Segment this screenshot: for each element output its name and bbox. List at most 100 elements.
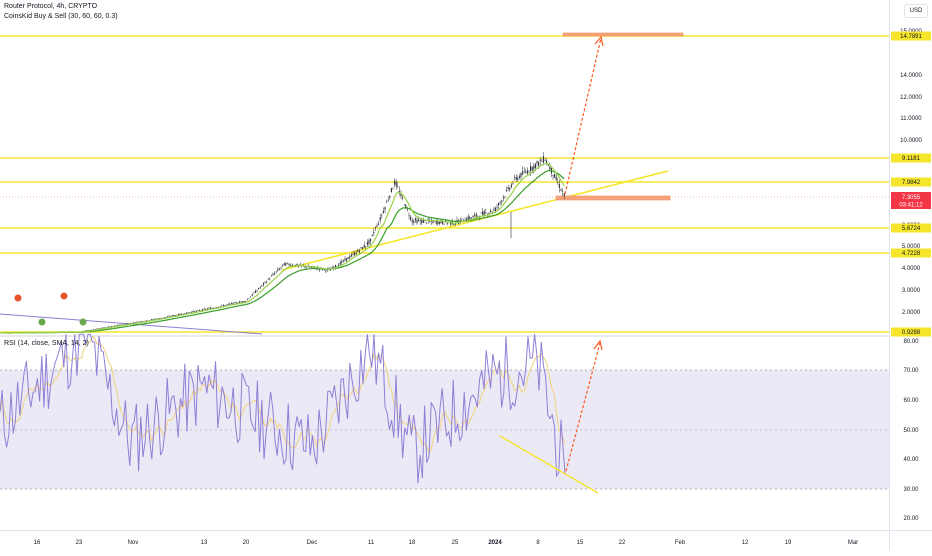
ema-fast-line: [1, 162, 565, 334]
candle-body: [542, 156, 544, 163]
candle-body: [363, 244, 365, 248]
candle-body: [229, 303, 231, 305]
time-tick-label: 11: [368, 540, 375, 546]
candle-body: [474, 214, 476, 216]
candle-body: [174, 315, 176, 316]
candle-body: [243, 301, 245, 303]
candle-body: [264, 281, 266, 283]
candle-body: [352, 253, 354, 255]
candle-body: [400, 193, 402, 197]
candle-body: [325, 270, 327, 272]
target-zone[interactable]: [562, 32, 684, 37]
candle-body: [490, 210, 492, 212]
time-axis-svg[interactable]: 16 23 Nov 13 20 Dec 11 18 25 2024 8 15 22 Feb 12 19 Mar: [0, 531, 889, 551]
candle-body: [283, 263, 285, 266]
candle-body: [282, 264, 284, 266]
chart-area[interactable]: Router Protocol, 4h, CRYPTO CoinsKid Buy…: [0, 0, 932, 530]
candle-body: [421, 219, 423, 224]
candle-body: [419, 220, 421, 222]
candle-body: [453, 224, 455, 225]
candle-body: [533, 165, 535, 170]
time-axis[interactable]: 16 23 Nov 13 20 Dec 11 18 25 2024 8 15 22 Feb 12 19 Mar: [0, 530, 889, 550]
yellow-trendline-price[interactable]: [281, 170, 669, 271]
price-tick-label: 2.0000: [902, 310, 921, 316]
time-tick-label: 19: [785, 540, 792, 546]
price-projection-arrow[interactable]: [564, 37, 602, 195]
candle-body: [389, 195, 391, 198]
candle-body: [112, 326, 114, 327]
candle-body: [248, 298, 250, 300]
level-price-label: 0.9288: [902, 330, 921, 336]
candle-body: [491, 211, 493, 213]
indicator-title[interactable]: CoinsKid Buy & Sell (30, 60, 60, 0.3): [4, 13, 118, 20]
candle-body: [227, 303, 229, 305]
candle-body: [208, 308, 210, 309]
candle-body: [230, 303, 232, 305]
candle-body: [141, 321, 143, 322]
candle-body: [520, 172, 522, 178]
candle-body: [235, 302, 237, 304]
price-axis-svg[interactable]: 15.000014.000012.000011.000010.00008.000…: [890, 0, 932, 530]
candle-body: [272, 274, 274, 276]
candle-body: [488, 213, 490, 214]
level-price-label: 9.1181: [902, 156, 921, 162]
candle-body: [277, 269, 279, 271]
level-price-badge: [891, 327, 931, 337]
yellow-trendline-rsi[interactable]: [499, 435, 599, 494]
candle-body: [240, 301, 242, 303]
rsi-projection-arrow[interactable]: [565, 342, 601, 472]
currency-button[interactable]: USD: [904, 4, 928, 18]
candle-body: [368, 240, 370, 245]
candle-body: [330, 269, 332, 271]
candle-body: [501, 200, 503, 202]
candle-body: [371, 234, 373, 236]
time-tick-label: 25: [452, 540, 459, 546]
candle-body: [397, 186, 399, 187]
candle-body: [523, 171, 525, 172]
candle-body: [117, 324, 119, 326]
candle-body: [219, 306, 221, 307]
candle-body: [94, 329, 96, 330]
price-projection-arrowhead: [594, 35, 604, 47]
candle-body: [563, 193, 565, 196]
candle-body: [394, 180, 396, 185]
level-price-label: 4.7228: [902, 251, 921, 257]
horizontal-levels[interactable]: [0, 35, 889, 333]
candle-body: [381, 214, 383, 216]
buy-signal-dot: [38, 318, 46, 326]
rsi-title[interactable]: RSI (14, close, SMA, 14, 2): [4, 340, 89, 347]
candle-body: [107, 326, 109, 328]
candle-body: [291, 264, 293, 266]
candle-body: [166, 316, 168, 318]
candle-body: [261, 285, 263, 286]
candle-body: [286, 262, 288, 264]
time-tick-label: 16: [34, 540, 41, 546]
candle-body: [406, 208, 408, 210]
candle-body: [242, 301, 244, 303]
symbol-title[interactable]: Router Protocol, 4h, CRYPTO: [4, 3, 98, 10]
candle-body: [179, 313, 181, 315]
candle-body: [178, 314, 180, 316]
candle-body: [338, 264, 340, 266]
candle-body: [245, 301, 247, 303]
candle-body: [128, 323, 130, 324]
candle-body: [395, 181, 397, 187]
candle-body: [552, 175, 554, 177]
support-zone[interactable]: [555, 195, 671, 201]
candle-body: [181, 313, 183, 315]
candle-body: [358, 250, 360, 253]
candle-body: [432, 221, 434, 224]
chart-svg[interactable]: [0, 0, 932, 530]
candle-body: [123, 324, 125, 325]
price-tick-label: 3.0000: [902, 288, 921, 294]
candle-body: [104, 327, 106, 328]
candle-body: [357, 249, 359, 252]
candle-body: [402, 197, 404, 199]
candle-body: [498, 202, 500, 206]
candle-body: [374, 227, 376, 229]
candle-body: [438, 221, 440, 224]
candle-body: [411, 220, 413, 223]
price-axis[interactable]: 15.000014.000012.000011.000010.00008.000…: [889, 0, 932, 530]
candle-body: [130, 323, 132, 324]
candle-body: [558, 183, 560, 188]
